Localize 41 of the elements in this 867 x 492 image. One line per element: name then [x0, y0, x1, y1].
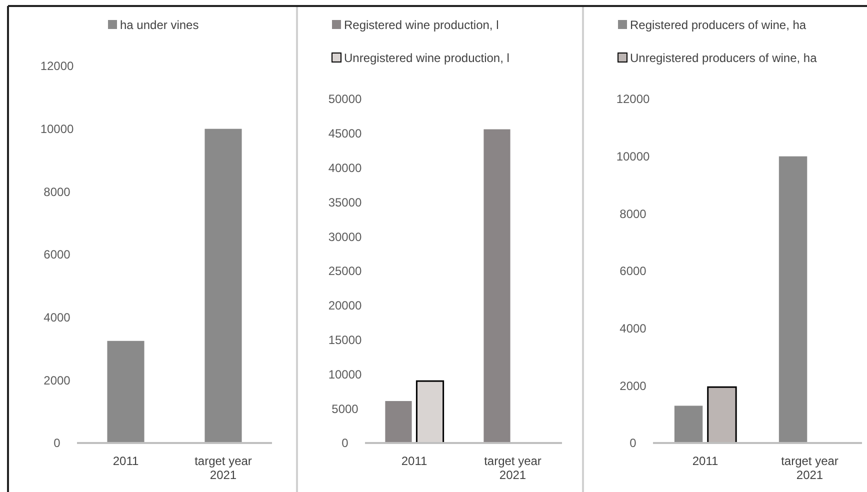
legend-label: Registered wine production, l	[344, 18, 499, 32]
y-tick-label: 5000	[332, 402, 359, 416]
y-tick-label: 20000	[328, 298, 362, 313]
bar	[484, 129, 510, 443]
y-tick-label: 2000	[620, 378, 647, 393]
y-tick-label: 4000	[44, 310, 71, 325]
bar	[674, 406, 703, 443]
x-tick-label: target year 2021	[194, 454, 252, 482]
x-tick-label: 2011	[401, 454, 428, 468]
legend-label: Unregistered producers of wine, ha	[630, 51, 818, 65]
y-tick-label: 8000	[44, 184, 71, 199]
y-tick-label: 0	[630, 436, 637, 450]
y-tick-label: 35000	[328, 195, 362, 210]
y-tick-label: 12000	[616, 92, 650, 106]
bar	[416, 380, 444, 444]
y-tick-label: 10000	[616, 150, 650, 164]
y-tick-label: 0	[54, 436, 61, 450]
y-tick-label: 45000	[328, 126, 362, 141]
legend-label: ha under vines	[120, 18, 199, 32]
y-tick-label: 0	[342, 436, 349, 450]
x-tick-label: 2011	[112, 454, 139, 468]
y-tick-label: 10000	[40, 122, 74, 136]
bar	[778, 156, 808, 443]
y-tick-label: 50000	[328, 92, 362, 106]
bar	[385, 401, 412, 443]
y-tick-label: 15000	[328, 333, 362, 347]
y-tick-label: 6000	[620, 264, 647, 278]
y-tick-label: 25000	[328, 264, 362, 278]
y-tick-label: 8000	[620, 206, 647, 221]
y-tick-label: 2000	[44, 373, 71, 388]
legend-label: Unregistered wine production, l	[344, 51, 510, 65]
y-tick-label: 10000	[328, 367, 362, 382]
legend-label: Registered producers of wine, ha	[630, 18, 806, 32]
y-tick-label: 40000	[328, 161, 362, 175]
y-tick-label: 6000	[44, 248, 71, 262]
x-tick-label: target year 2021	[781, 454, 838, 482]
y-tick-label: 4000	[620, 322, 647, 336]
y-tick-label: 30000	[328, 230, 362, 244]
y-tick-label: 12000	[40, 59, 74, 74]
x-tick-label: target year 2021	[484, 454, 542, 482]
x-tick-label: 2011	[692, 454, 718, 468]
